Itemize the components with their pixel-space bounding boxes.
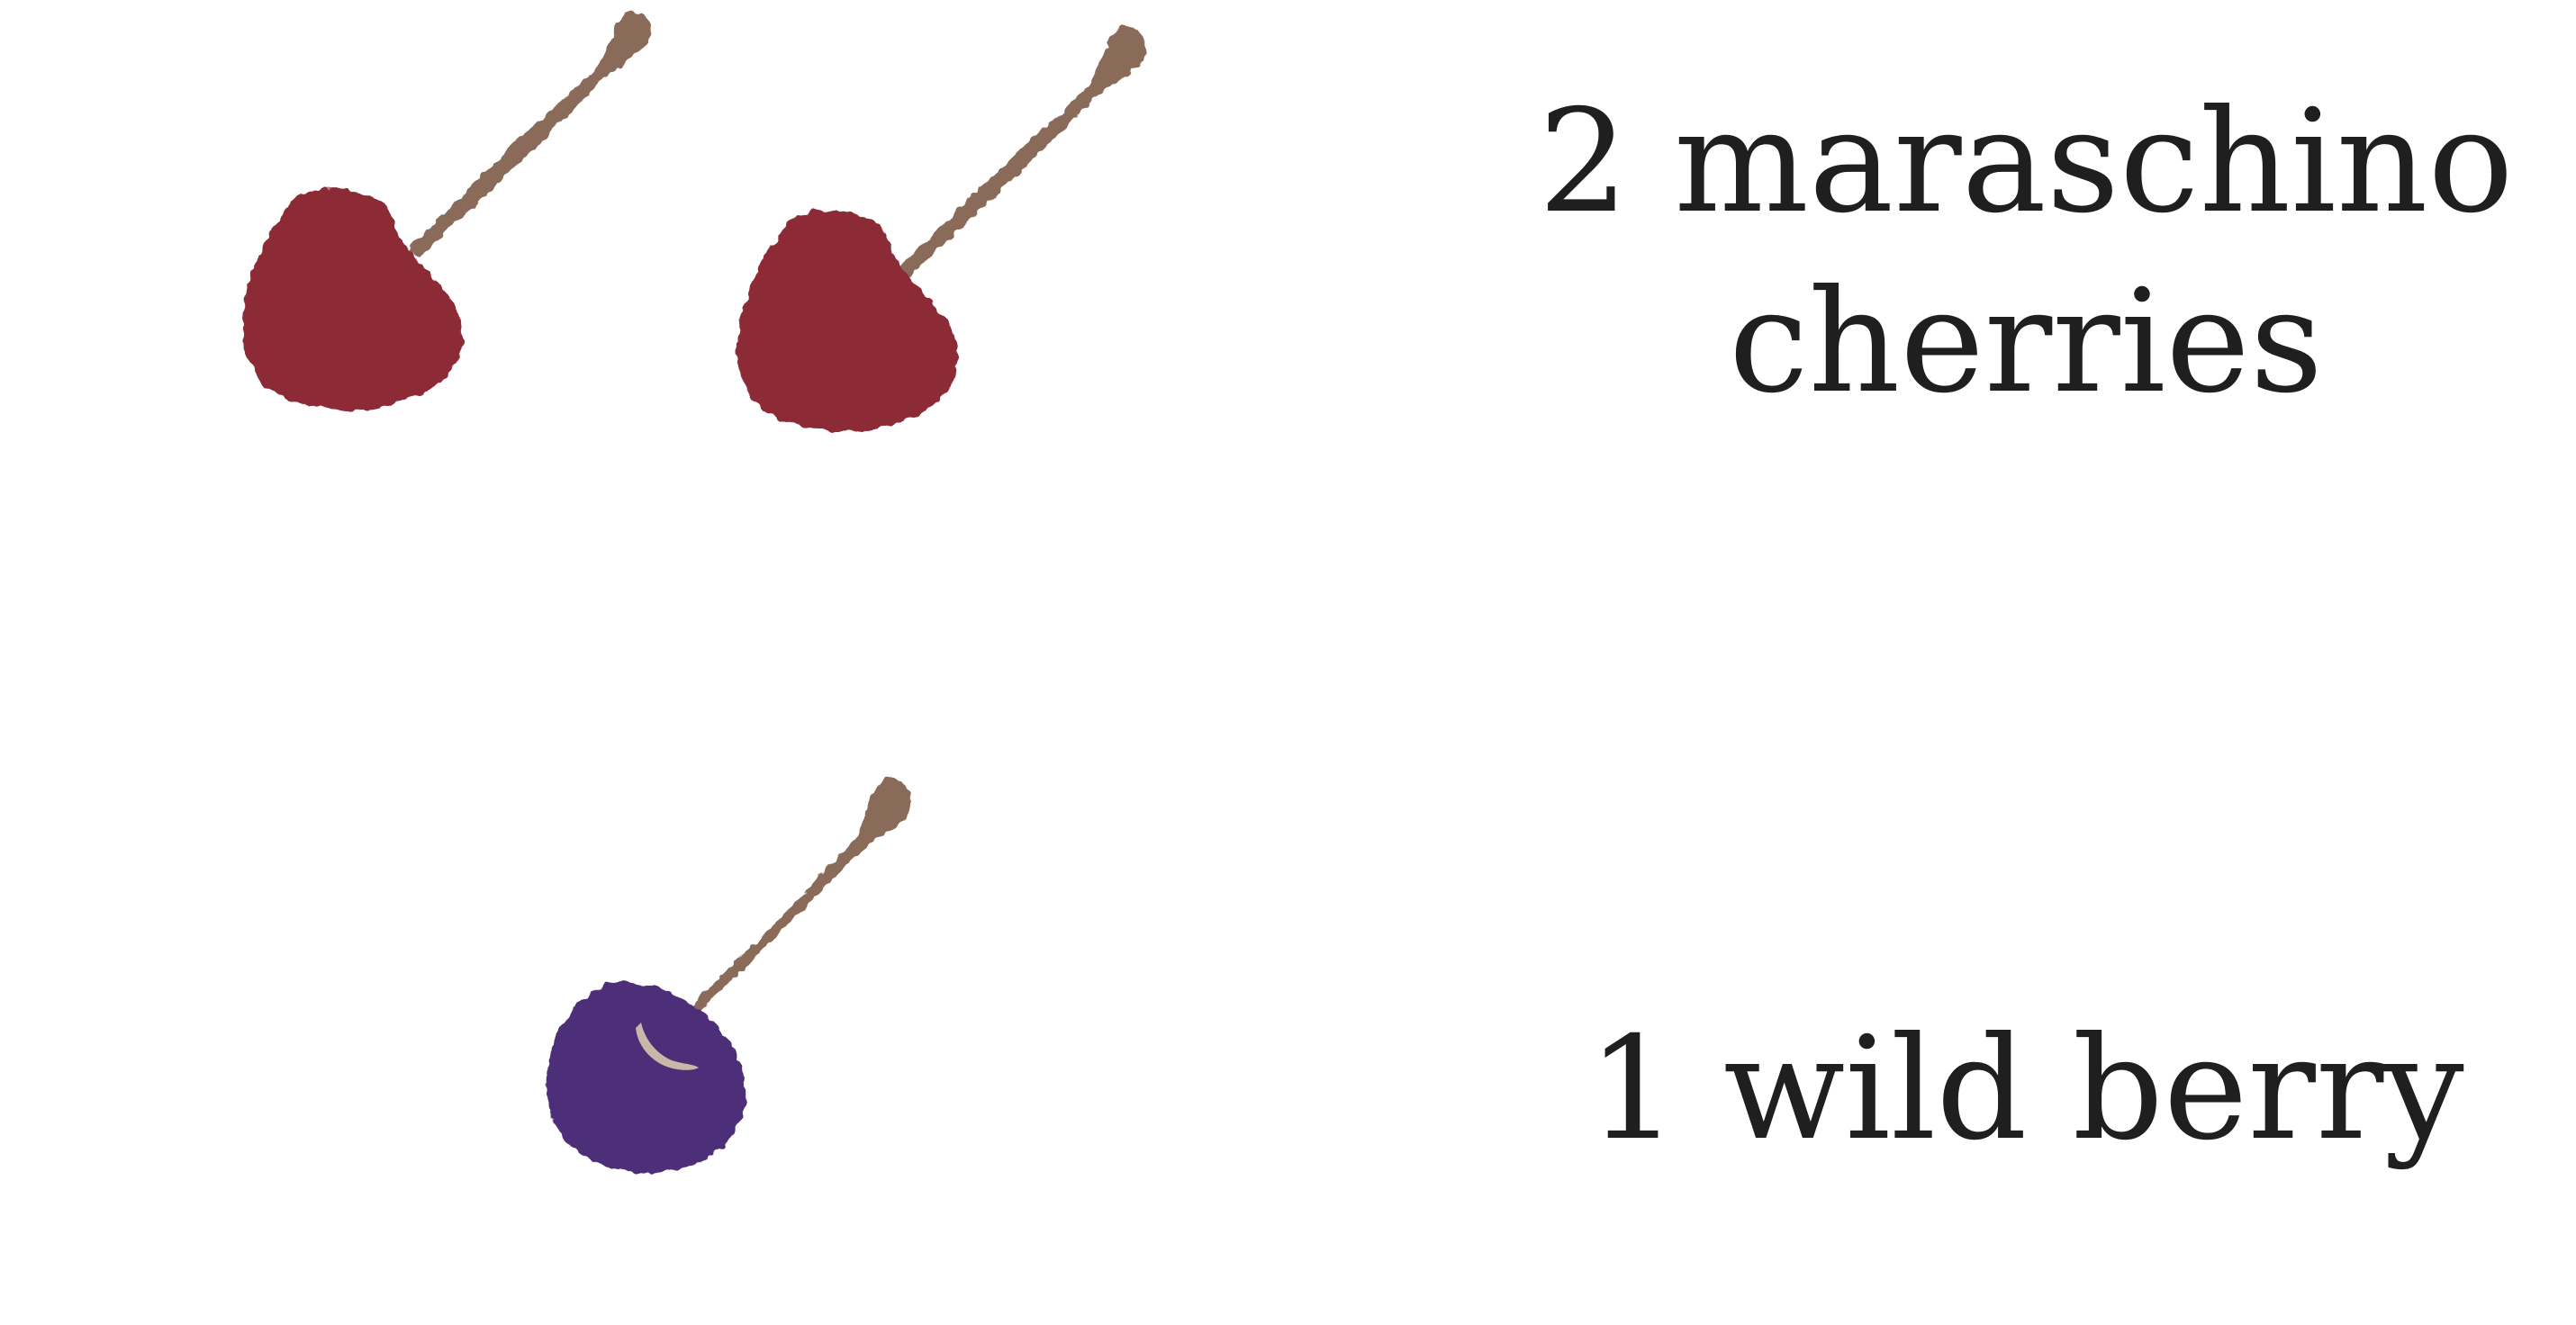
cherry-body (241, 188, 464, 410)
berry-highlight (636, 1023, 699, 1070)
wild-berry-icon (547, 777, 911, 1173)
cherry-icon (737, 26, 1146, 432)
berry-stem (691, 777, 911, 1012)
cherry-icon (241, 10, 651, 410)
cherries-label-line-2: cherries (1729, 259, 2323, 425)
cherries-quantity-label: 2 maraschino cherries (1495, 72, 2557, 432)
berry-body (547, 981, 746, 1173)
cherry-stem (407, 10, 651, 257)
cherry-body (737, 210, 959, 432)
wild-berry-label-line-1: 1 wild berry (1587, 1006, 2464, 1172)
wild-berry-quantity-label: 1 wild berry (1495, 999, 2557, 1179)
cherries-label-line-1: 2 maraschino (1538, 79, 2514, 245)
cherry-stem (897, 26, 1146, 278)
